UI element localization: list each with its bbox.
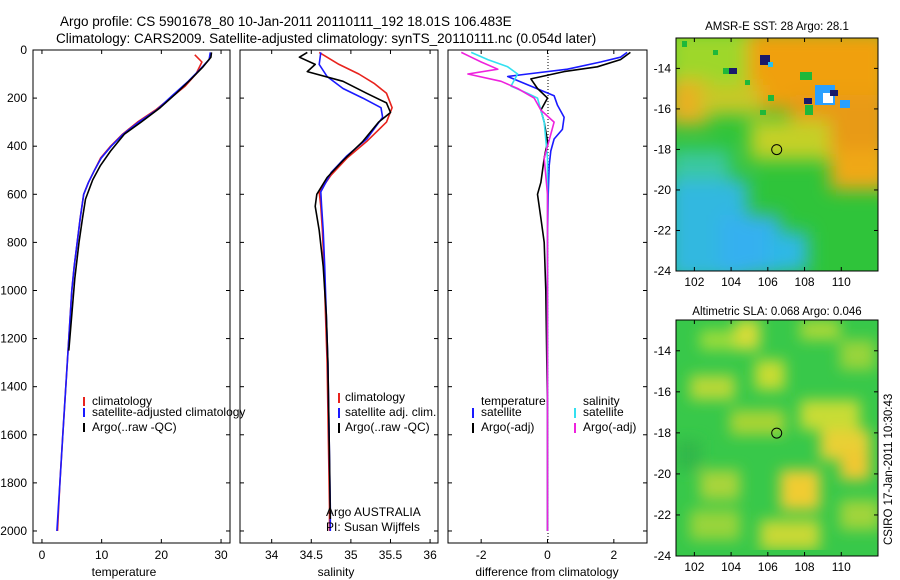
temperature-axis-ticks: 0 10 20 30 0 200 400 600 800 1000 1200 1400 1600 1800… [0,43,230,562]
temperature-panel: 0 10 20 30 0 200 400 600 800 1000 1200 1400 1600 1800… [0,43,245,579]
sst-heatmap [676,38,878,271]
y-tick-label: -22 [654,508,672,522]
salinity-axes-frame [239,49,439,544]
x-tick-label: 36 [423,548,437,562]
legend-label-argo: Argo(..raw -QC) [345,420,430,434]
x-tick-label: 35.5 [379,548,403,562]
x-tick-label: 102 [684,560,704,574]
sla-map-frame [675,319,879,557]
argo-location-marker [771,427,783,439]
legend-label-argo: Argo(..raw -QC) [92,420,177,434]
legend-header-salinity: salinity [583,394,620,408]
argo-location-marker [771,144,783,156]
legend-label-satellite-adjusted: satellite adj. clim. [345,405,436,419]
series-line-temperature-satellite [506,51,628,531]
series-line-argo-raw-qc- [68,52,213,351]
legend-label-climatology: climatology [345,390,405,404]
x-tick-label: 10 [95,548,109,562]
sla-map-axis-ticks: 102 104 106 108 110 -24 -22 -20 -18 -16 -14 [654,320,878,574]
y-tick-label: -20 [654,183,672,197]
y-tick-label: 1400 [0,380,27,394]
temperature-series [56,52,213,532]
sla-map-panel: Altimetric SLA: 0.068 Argo: 0.046 [654,306,879,574]
sst-map-frame [675,37,879,272]
y-tick-label: -24 [654,264,672,278]
series-line-salinity-argo-adj- [460,51,555,531]
series-line-temperature-argo-adj- [530,51,631,531]
y-tick-label: 1800 [0,476,27,490]
x-tick-label: 20 [155,548,169,562]
y-tick-label: 600 [7,187,27,201]
salinity-axis-ticks: 34 34.5 35 35.5 36 [240,49,438,562]
x-tick-label: 102 [684,275,704,289]
sst-map-title: AMSR-E SST: 28 Argo: 28.1 [705,21,849,33]
x-tick-label: 104 [721,560,741,574]
y-tick-label: -24 [654,549,672,563]
x-tick-label: 110 [832,560,851,574]
y-tick-label: 1000 [0,283,27,297]
x-tick-label: -2 [476,548,487,562]
argo-credit-pi: PI: Susan Wijffels [326,520,420,534]
x-tick-label: 108 [795,560,815,574]
y-tick-label: 200 [7,91,27,105]
y-tick-label: 1200 [0,332,27,346]
series-line-satellite-adjusted-climatology [56,52,212,532]
legend-label-sal-argo: Argo(-adj) [583,420,636,434]
y-tick-label: 1600 [0,428,27,442]
x-tick-label: 106 [758,560,778,574]
x-tick-label: 30 [214,548,228,562]
temperature-xlabel: temperature [92,565,157,579]
csiro-timestamp-label: CSIRO 17-Jan-2011 10:30:43 [883,394,895,545]
series-line-salinity-satellite [470,51,549,531]
y-tick-label: -20 [654,467,672,481]
temperature-legend: climatology satellite-adjusted climatolo… [83,394,245,434]
difference-legend: temperature salinity satellite Argo(-adj… [472,394,636,434]
figure-title-line2: Climatology: CARS2009. Satellite-adjuste… [56,31,596,46]
legend-label-temp-argo: Argo(-adj) [481,420,534,434]
y-tick-label: -16 [654,102,672,116]
y-tick-label: -14 [654,344,672,358]
y-tick-label: -14 [654,61,672,75]
x-tick-label: 34.5 [300,548,324,562]
y-tick-label: 2000 [0,524,27,538]
salinity-legend: climatology satellite adj. clim. Argo(..… [338,390,436,434]
x-tick-label: 104 [721,275,741,289]
figure-title-line1: Argo profile: CS 5901678_80 10-Jan-2011 … [60,14,512,29]
series-line-argo-raw-qc- [298,51,392,520]
x-tick-label: 0 [39,548,46,562]
y-tick-label: -18 [654,142,672,156]
x-tick-label: 110 [832,275,851,289]
sla-map-title: Altimetric SLA: 0.068 Argo: 0.046 [692,306,861,318]
y-tick-label: -18 [654,426,672,440]
legend-header-temperature: temperature [481,394,546,408]
salinity-xlabel: salinity [318,565,355,579]
difference-xlabel: difference from climatology [475,565,618,579]
difference-axis-ticks: -2 0 2 [448,49,647,562]
x-tick-label: 35 [344,548,358,562]
legend-label-climatology: climatology [92,394,152,408]
legend-label-sal-satellite: satellite [583,405,624,419]
legend-label-satellite-adjusted: satellite-adjusted climatology [92,405,245,419]
x-tick-label: 106 [758,275,778,289]
x-tick-label: 34 [265,548,279,562]
sst-map-axis-ticks: 102 104 106 108 110 -24 -22 -20 -18 -16 -14 [654,38,878,289]
salinity-panel: 34 34.5 35 35.5 36 salinity climatology sate… [239,49,439,579]
series-line-climatology [56,54,203,532]
y-tick-label: 800 [7,235,27,249]
x-tick-label: 0 [544,548,551,562]
salinity-series [298,51,393,531]
sst-map-panel: AMSR-E SST: 28 Argo: 28.1 [654,21,879,289]
y-tick-label: 0 [20,43,27,57]
x-tick-label: 2 [610,548,617,562]
y-tick-label: -22 [654,223,672,237]
temperature-axes-frame [32,49,231,544]
difference-series [460,51,631,531]
legend-label-temp-satellite: satellite [481,405,522,419]
argo-credit-program: Argo AUSTRALIA [326,505,421,519]
y-tick-label: -16 [654,385,672,399]
x-tick-label: 108 [795,275,815,289]
y-tick-label: 400 [7,139,27,153]
difference-panel: -2 0 2 difference from climatology tempera… [447,49,648,579]
